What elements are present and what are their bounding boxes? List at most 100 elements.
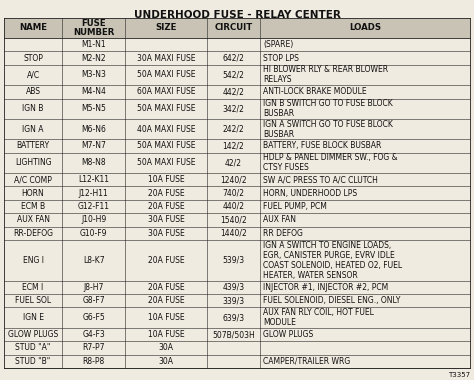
Text: ANTI-LOCK BRAKE MODULE: ANTI-LOCK BRAKE MODULE — [263, 87, 367, 97]
Text: HORN: HORN — [22, 188, 45, 198]
Text: 20A FUSE: 20A FUSE — [147, 283, 184, 292]
Text: 542/2: 542/2 — [223, 70, 245, 79]
Text: NAME: NAME — [19, 24, 47, 33]
Text: AUX FAN: AUX FAN — [263, 215, 296, 224]
Text: LOADS: LOADS — [349, 24, 381, 33]
Text: 440/2: 440/2 — [222, 202, 245, 211]
Text: 30A FUSE: 30A FUSE — [147, 215, 184, 224]
Text: J12-H11: J12-H11 — [79, 188, 109, 198]
Text: STOP: STOP — [23, 54, 43, 63]
Bar — [4, 119, 470, 139]
Text: M1-N1: M1-N1 — [82, 40, 106, 49]
Text: M5-N5: M5-N5 — [81, 104, 106, 113]
Text: 20A FUSE: 20A FUSE — [147, 256, 184, 265]
Text: HDLP & PANEL DIMMER SW., FOG &
CTSY FUSES: HDLP & PANEL DIMMER SW., FOG & CTSY FUSE… — [263, 153, 398, 173]
Text: CIRCUIT: CIRCUIT — [214, 24, 253, 33]
Text: AUX FAN RLY COIL, HOT FUEL
MODULE: AUX FAN RLY COIL, HOT FUEL MODULE — [263, 308, 374, 327]
Text: 40A MAXI FUSE: 40A MAXI FUSE — [137, 125, 195, 134]
Text: G8-F7: G8-F7 — [82, 296, 105, 305]
Bar — [4, 281, 470, 294]
Text: ABS: ABS — [26, 87, 41, 97]
Text: SW A/C PRESS TO A/C CLUTCH: SW A/C PRESS TO A/C CLUTCH — [263, 175, 378, 184]
Text: LIGHTING: LIGHTING — [15, 158, 52, 167]
Text: 342/2: 342/2 — [223, 104, 245, 113]
Text: G10-F9: G10-F9 — [80, 229, 108, 238]
Text: 50A MAXI FUSE: 50A MAXI FUSE — [137, 104, 195, 113]
Text: 539/3: 539/3 — [222, 256, 245, 265]
Text: 60A MAXI FUSE: 60A MAXI FUSE — [137, 87, 195, 97]
Text: AUX FAN: AUX FAN — [17, 215, 50, 224]
Text: HI BLOWER RLY & REAR BLOWER
RELAYS: HI BLOWER RLY & REAR BLOWER RELAYS — [263, 65, 388, 84]
Text: 20A FUSE: 20A FUSE — [147, 202, 184, 211]
Text: 242/2: 242/2 — [223, 125, 245, 134]
Bar — [4, 153, 470, 173]
Text: M4-N4: M4-N4 — [81, 87, 106, 97]
Bar — [4, 341, 470, 355]
Bar — [4, 38, 470, 51]
Text: J8-H7: J8-H7 — [83, 283, 104, 292]
Text: 639/3: 639/3 — [222, 313, 245, 322]
Text: 642/2: 642/2 — [223, 54, 245, 63]
Bar — [4, 240, 470, 281]
Text: 507B/503H: 507B/503H — [212, 330, 255, 339]
Text: 740/2: 740/2 — [222, 188, 245, 198]
Text: 42/2: 42/2 — [225, 158, 242, 167]
Text: 439/3: 439/3 — [222, 283, 245, 292]
Text: STUD "A": STUD "A" — [16, 344, 51, 352]
Text: M8-N8: M8-N8 — [82, 158, 106, 167]
Text: 50A MAXI FUSE: 50A MAXI FUSE — [137, 70, 195, 79]
Text: 10A FUSE: 10A FUSE — [147, 330, 184, 339]
Text: 1240/2: 1240/2 — [220, 175, 247, 184]
Text: IGN A: IGN A — [22, 125, 44, 134]
Bar — [4, 139, 470, 153]
Text: A/C COMP: A/C COMP — [14, 175, 52, 184]
Text: 30A: 30A — [158, 344, 173, 352]
Text: ECM B: ECM B — [21, 202, 45, 211]
Text: IGN B SWITCH GO TO FUSE BLOCK
BUSBAR: IGN B SWITCH GO TO FUSE BLOCK BUSBAR — [263, 99, 393, 118]
Text: G4-F3: G4-F3 — [82, 330, 105, 339]
Text: (SPARE): (SPARE) — [263, 40, 293, 49]
Text: M6-N6: M6-N6 — [81, 125, 106, 134]
Text: 30A: 30A — [158, 357, 173, 366]
Bar — [4, 213, 470, 226]
Bar — [4, 65, 470, 85]
Text: FUEL PUMP, PCM: FUEL PUMP, PCM — [263, 202, 327, 211]
Text: INJECTOR #1, INJECTOR #2, PCM: INJECTOR #1, INJECTOR #2, PCM — [263, 283, 389, 292]
Text: RR DEFOG: RR DEFOG — [263, 229, 303, 238]
Text: G6-F5: G6-F5 — [82, 313, 105, 322]
Text: 50A MAXI FUSE: 50A MAXI FUSE — [137, 141, 195, 150]
Text: R8-P8: R8-P8 — [82, 357, 105, 366]
Text: 20A FUSE: 20A FUSE — [147, 296, 184, 305]
Bar — [4, 200, 470, 213]
Text: SIZE: SIZE — [155, 24, 177, 33]
Bar — [4, 307, 470, 328]
Text: STUD "B": STUD "B" — [16, 357, 51, 366]
Bar — [4, 85, 470, 98]
Text: FUSE
NUMBER: FUSE NUMBER — [73, 19, 114, 37]
Text: 10A FUSE: 10A FUSE — [147, 313, 184, 322]
Text: G12-F11: G12-F11 — [78, 202, 109, 211]
Text: T3357: T3357 — [448, 372, 470, 378]
Text: STOP LPS: STOP LPS — [263, 54, 299, 63]
Text: GLOW PLUGS: GLOW PLUGS — [8, 330, 58, 339]
Text: HORN, UNDERHOOD LPS: HORN, UNDERHOOD LPS — [263, 188, 357, 198]
Text: M2-N2: M2-N2 — [82, 54, 106, 63]
Text: RR-DEFOG: RR-DEFOG — [13, 229, 53, 238]
Text: IGN A SWITCH GO TO FUSE BLOCK
BUSBAR: IGN A SWITCH GO TO FUSE BLOCK BUSBAR — [263, 120, 393, 139]
Text: UNDERHOOD FUSE - RELAY CENTER: UNDERHOOD FUSE - RELAY CENTER — [134, 10, 340, 20]
Text: R7-P7: R7-P7 — [82, 344, 105, 352]
Bar — [4, 355, 470, 368]
Bar — [4, 51, 470, 65]
Text: IGN B: IGN B — [22, 104, 44, 113]
Text: 20A FUSE: 20A FUSE — [147, 188, 184, 198]
Bar — [4, 187, 470, 200]
Text: IGN A SWITCH TO ENGINE LOADS,
EGR, CANISTER PURGE, EVRV IDLE
COAST SOLENOID, HEA: IGN A SWITCH TO ENGINE LOADS, EGR, CANIS… — [263, 241, 402, 280]
Bar — [4, 294, 470, 307]
Text: M3-N3: M3-N3 — [81, 70, 106, 79]
Text: M7-N7: M7-N7 — [81, 141, 106, 150]
Text: GLOW PLUGS: GLOW PLUGS — [263, 330, 313, 339]
Text: ENG I: ENG I — [23, 256, 44, 265]
Text: ECM I: ECM I — [22, 283, 44, 292]
Text: FUEL SOLENOID, DIESEL ENG., ONLY: FUEL SOLENOID, DIESEL ENG., ONLY — [263, 296, 401, 305]
Text: 50A MAXI FUSE: 50A MAXI FUSE — [137, 158, 195, 167]
